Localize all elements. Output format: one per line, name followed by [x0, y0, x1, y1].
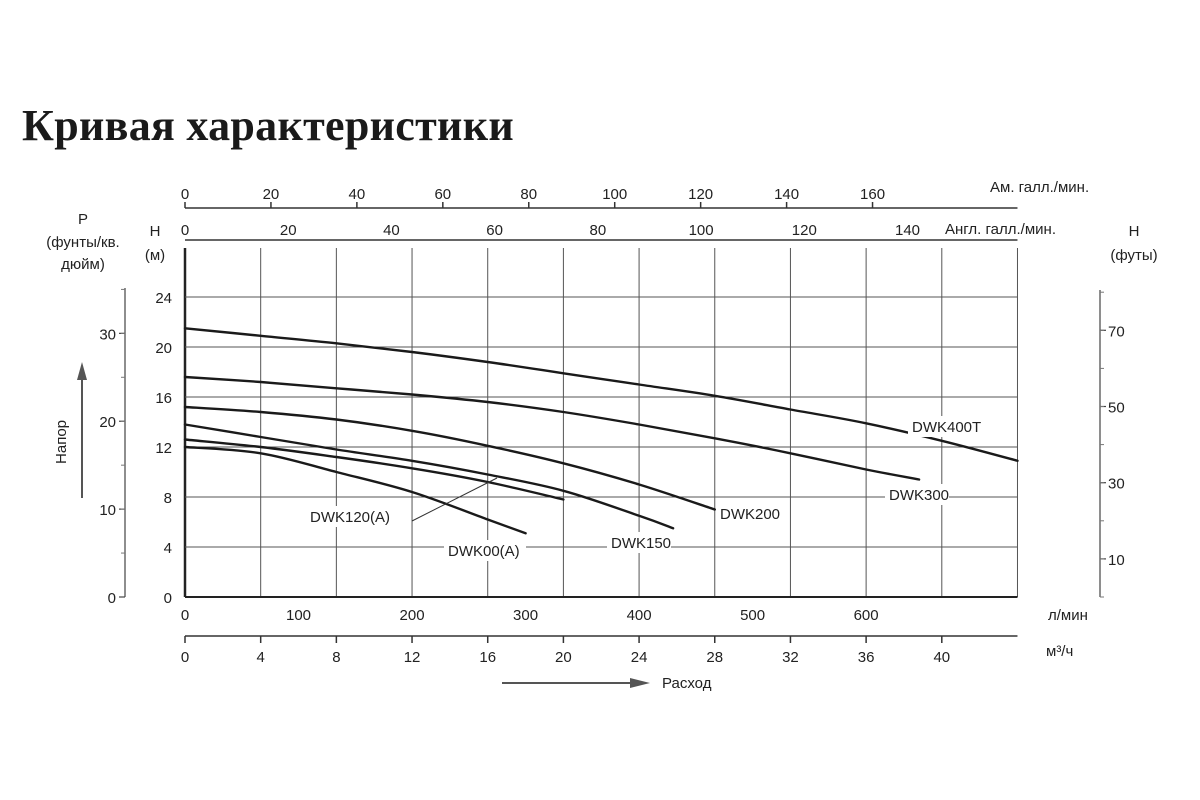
top-us-tick-label: 100	[602, 186, 627, 203]
head-arrow-label: Напор	[53, 420, 70, 464]
bottom-m3h-tick-label: 16	[479, 649, 496, 666]
bottom-lmin-tick-label: 300	[513, 607, 538, 624]
leader-line-dwk120-a	[411, 477, 498, 522]
chart-curve-labels: DWK00(A) DWK120(A) DWK150 DWK200 DWK300 DWK40…	[306, 416, 981, 561]
left-h-tick-label: 20	[155, 340, 172, 357]
bottom-lmin-tick-label: 200	[400, 607, 425, 624]
bottom-lmin-tick-label: 600	[854, 607, 879, 624]
right-h-axis-label-2: (футы)	[1110, 247, 1157, 264]
bottom-m3h-tick-label: 40	[933, 649, 950, 666]
left-h-axis-label-1: H	[150, 223, 161, 240]
bottom-m3h-tick-label: 32	[782, 649, 799, 666]
curve-dwk400t	[183, 327, 1019, 462]
bottom-m3h-tick-label: 8	[332, 649, 340, 666]
left-h-axis-label-2: (м)	[145, 247, 165, 264]
curve-label-dwk00-a: DWK00(A)	[448, 543, 520, 560]
right-h-tick-label: 10	[1108, 552, 1125, 569]
left-h-tick-label: 8	[164, 490, 172, 507]
label-bg-dwk300	[885, 484, 949, 505]
top-us-tick-label: 120	[688, 186, 713, 203]
left-p-axis-label-1: P	[78, 211, 88, 228]
top-uk-tick-label: 80	[590, 222, 607, 239]
label-bg-dwk120-a	[306, 506, 397, 527]
bottom-m3h-tick-label: 24	[631, 649, 648, 666]
bottom-m3h-tick-label: 36	[858, 649, 875, 666]
top-uk-tick-label: 100	[689, 222, 714, 239]
curve-dwk150	[183, 423, 675, 530]
bottom-m3h-axis-label: м³/ч	[1046, 643, 1073, 660]
top-us-tick-label: 40	[349, 186, 366, 203]
top-uk-tick-label: 20	[280, 222, 297, 239]
curve-dwk120-a	[183, 438, 565, 501]
curve-label-dwk120-a: DWK120(A)	[310, 509, 390, 526]
top-uk-axis-label: Англ. галл./мин.	[945, 221, 1056, 238]
curve-label-dwk200: DWK200	[720, 506, 780, 523]
left-h-tick-label: 4	[164, 540, 172, 557]
top-uk-tick-label: 140	[895, 222, 920, 239]
label-bg-dwk400t	[908, 416, 981, 437]
bottom-lmin-tick-label: 0	[181, 607, 189, 624]
top-uk-tick-label: 0	[181, 222, 189, 239]
chart-curves	[183, 327, 1019, 535]
chart-axes	[119, 202, 1106, 643]
page-title: Кривая характеристики	[22, 101, 514, 150]
left-p-tick-label: 20	[99, 414, 116, 431]
top-us-tick-label: 80	[520, 186, 537, 203]
flow-arrow-icon	[630, 678, 650, 688]
curve-label-dwk150: DWK150	[611, 535, 671, 552]
top-us-tick-label: 140	[774, 186, 799, 203]
top-uk-tick-label: 40	[383, 222, 400, 239]
bottom-m3h-tick-label: 0	[181, 649, 189, 666]
bottom-lmin-tick-label: 500	[740, 607, 765, 624]
label-bg-dwk150	[607, 532, 671, 553]
top-us-tick-label: 0	[181, 186, 189, 203]
top-us-tick-label: 20	[263, 186, 280, 203]
curve-dwk300	[183, 375, 921, 481]
chart-grid	[183, 248, 1018, 597]
top-us-tick-label: 60	[434, 186, 451, 203]
top-us-tick-label: 160	[860, 186, 885, 203]
left-p-tick-label: 0	[108, 590, 116, 607]
right-h-tick-label: 50	[1108, 400, 1125, 417]
left-p-axis-label-2: (фунты/кв.	[46, 234, 119, 251]
curve-label-dwk400t: DWK400T	[912, 419, 981, 436]
curve-dwk200	[183, 405, 716, 511]
bottom-m3h-tick-label: 28	[706, 649, 723, 666]
bottom-m3h-tick-label: 20	[555, 649, 572, 666]
left-h-tick-label: 24	[155, 290, 172, 307]
right-h-axis-label-1: H	[1129, 223, 1140, 240]
left-h-tick-label: 16	[155, 390, 172, 407]
bottom-lmin-tick-label: 400	[627, 607, 652, 624]
left-p-tick-label: 30	[99, 326, 116, 343]
top-uk-tick-label: 60	[486, 222, 503, 239]
top-uk-tick-label: 120	[792, 222, 817, 239]
bottom-m3h-tick-label: 4	[257, 649, 265, 666]
right-h-tick-label: 70	[1108, 323, 1125, 340]
left-h-tick-label: 12	[155, 440, 172, 457]
bottom-lmin-tick-label: 100	[286, 607, 311, 624]
bottom-lmin-axis-label: л/мин	[1048, 607, 1088, 624]
left-p-tick-label: 10	[99, 502, 116, 519]
label-bg-dwk200	[716, 503, 780, 524]
curve-dwk00-a	[183, 445, 527, 535]
left-p-axis-label-3: дюйм)	[61, 256, 105, 273]
right-h-tick-label: 30	[1108, 476, 1125, 493]
left-h-tick-label: 0	[164, 590, 172, 607]
label-bg-dwk00-a	[444, 540, 526, 561]
top-us-axis-label: Ам. галл./мин.	[990, 179, 1089, 196]
bottom-m3h-tick-label: 12	[404, 649, 421, 666]
head-arrow-icon	[77, 362, 87, 380]
curve-label-dwk300: DWK300	[889, 487, 949, 504]
flow-arrow-label: Расход	[662, 675, 712, 692]
